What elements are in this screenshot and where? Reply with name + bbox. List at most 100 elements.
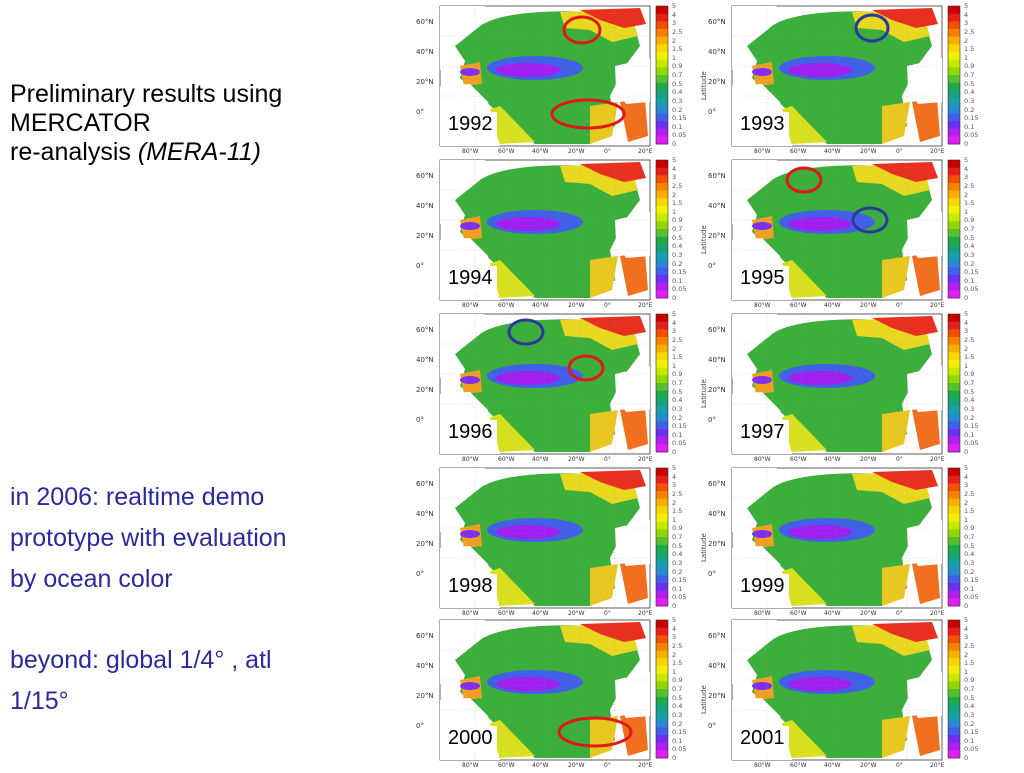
colorbar-tick-label: 4 bbox=[672, 164, 677, 173]
colorbar-tick-label: 1 bbox=[964, 361, 969, 370]
map-panel-2000: 60°N 40°N 20°N 0° 80°W 60°W 40°W 20°W 0° 20°E 5 4 3 2… bbox=[410, 616, 710, 773]
colorbar-segment bbox=[948, 567, 960, 576]
colorbar-segment bbox=[948, 627, 960, 636]
colorbar-tick-label: 0.15 bbox=[672, 576, 687, 585]
colorbar-segment bbox=[948, 52, 960, 61]
colorbar-segment bbox=[948, 337, 960, 346]
colorbar-tick-label: 3 bbox=[672, 633, 677, 642]
colorbar-tick-label: 0.5 bbox=[964, 387, 975, 396]
colorbar-segment bbox=[656, 635, 668, 644]
colorbar-tick-label: 5 bbox=[964, 616, 969, 624]
colorbar-tick-label: 0.2 bbox=[672, 105, 683, 114]
colorbar-segment bbox=[948, 421, 960, 430]
notes-line-5: 1/15° bbox=[10, 687, 69, 715]
colorbar-segment bbox=[948, 198, 960, 207]
colorbar-segment bbox=[656, 575, 668, 584]
colorbar-segment bbox=[656, 213, 668, 222]
colorbar-segment bbox=[656, 6, 668, 15]
colorbar-tick-label: 0.1 bbox=[964, 122, 975, 131]
colorbar-segment bbox=[656, 514, 668, 523]
colorbar-tick-label: 4 bbox=[672, 10, 677, 19]
lon-tick-label: 80°W bbox=[462, 456, 479, 463]
colorbar-tick-label: 5 bbox=[964, 2, 969, 10]
colorbar-segment bbox=[656, 491, 668, 500]
colorbar-segment bbox=[656, 29, 668, 38]
colorbar-segment bbox=[656, 167, 668, 176]
lat-tick-label: 40°N bbox=[416, 48, 434, 56]
lat-tick-label: 60°N bbox=[416, 480, 434, 488]
colorbar-tick-label: 1 bbox=[672, 515, 677, 524]
colorbar-segment bbox=[948, 244, 960, 253]
colorbar-tick-label: 1.5 bbox=[672, 45, 683, 54]
colorbar-segment bbox=[948, 429, 960, 438]
lon-tick-label: 20°E bbox=[638, 302, 653, 309]
colorbar-segment bbox=[656, 360, 668, 369]
colorbar-tick-label: 0.7 bbox=[672, 71, 683, 79]
colorbar-tick-label: 0.15 bbox=[672, 728, 687, 737]
lat-tick-label: 0° bbox=[416, 108, 424, 116]
lon-tick-label: 60°W bbox=[790, 610, 807, 617]
map-panel-1994: 60°N 40°N 20°N 0° 80°W 60°W 40°W 20°W 0° 20°E 5 4 3 2… bbox=[410, 156, 710, 313]
colorbar-segment bbox=[948, 21, 960, 30]
colorbar-tick-label: 0.1 bbox=[672, 276, 683, 285]
colorbar-tick-label: 1 bbox=[964, 667, 969, 676]
colorbar-tick-label: 0.4 bbox=[964, 88, 975, 97]
colorbar-tick-label: 5 bbox=[672, 616, 677, 624]
colorbar-segment bbox=[948, 90, 960, 99]
colorbar-tick-label: 0.1 bbox=[672, 584, 683, 593]
lon-tick-label: 40°W bbox=[532, 148, 549, 155]
colorbar-tick-label: 0 bbox=[672, 602, 677, 610]
colorbar-tick-label: 0.15 bbox=[964, 114, 979, 123]
colorbar-tick-label: 0.05 bbox=[672, 285, 687, 294]
lon-tick-label: 20°E bbox=[930, 148, 945, 155]
colorbar-segment bbox=[948, 666, 960, 675]
lon-tick-label: 60°W bbox=[498, 302, 515, 309]
colorbar-tick-label: 0.1 bbox=[672, 122, 683, 131]
colorbar-tick-label: 5 bbox=[964, 310, 969, 318]
colorbar-segment bbox=[948, 598, 960, 607]
colorbar-tick-label: 2 bbox=[672, 36, 677, 45]
lon-tick-label: 60°W bbox=[790, 762, 807, 769]
lat-tick-label: 0° bbox=[416, 570, 424, 578]
colorbar-segment bbox=[948, 314, 960, 323]
colorbar-tick-label: 2 bbox=[964, 36, 969, 45]
colorbar-segment bbox=[948, 483, 960, 492]
colorbar-tick-label: 0.9 bbox=[964, 62, 975, 71]
colorbar-segment bbox=[948, 620, 960, 629]
colorbar-segment bbox=[656, 521, 668, 530]
colorbar-segment bbox=[656, 689, 668, 698]
intro-line-3: re-analysis (MERA-11) bbox=[10, 138, 282, 167]
lon-tick-label: 60°W bbox=[790, 456, 807, 463]
chlorophyll-map bbox=[731, 159, 961, 301]
colorbar-tick-label: 2 bbox=[672, 498, 677, 507]
colorbar-tick-label: 4 bbox=[964, 10, 969, 19]
panel-year-label: 1994 bbox=[444, 266, 497, 290]
lat-tick-label: 0° bbox=[708, 262, 716, 270]
colorbar-segment bbox=[656, 375, 668, 384]
colorbar-segment bbox=[948, 444, 960, 453]
colorbar-tick-label: 5 bbox=[672, 2, 677, 10]
colorbar-tick-label: 1.5 bbox=[964, 507, 975, 516]
colorbar-segment bbox=[656, 537, 668, 546]
colorbar-segment bbox=[948, 121, 960, 130]
lon-tick-label: 0° bbox=[604, 456, 611, 463]
colorbar-tick-label: 4 bbox=[964, 164, 969, 173]
colorbar-tick-label: 0.15 bbox=[672, 422, 687, 431]
colorbar-segment bbox=[656, 329, 668, 338]
lon-tick-label: 0° bbox=[896, 302, 903, 309]
colorbar-tick-label: 3 bbox=[964, 173, 969, 182]
colorbar-tick-label: 0.05 bbox=[672, 745, 687, 754]
colorbar-tick-label: 0.4 bbox=[672, 550, 683, 559]
lon-tick-label: 80°W bbox=[754, 302, 771, 309]
map-panel-1998: 60°N 40°N 20°N 0° 80°W 60°W 40°W 20°W 0° 20°E 5 4 3 2… bbox=[410, 464, 710, 621]
panel-year-label: 1998 bbox=[444, 574, 497, 598]
lon-tick-label: 60°W bbox=[498, 762, 515, 769]
colorbar-segment bbox=[656, 290, 668, 299]
lon-tick-label: 40°W bbox=[532, 302, 549, 309]
colorbar-segment bbox=[948, 329, 960, 338]
colorbar-tick-label: 0.7 bbox=[672, 379, 683, 387]
colorbar-segment bbox=[948, 406, 960, 415]
colorbar-segment bbox=[656, 406, 668, 415]
colorbar-segment bbox=[948, 590, 960, 599]
panel-year-label: 1992 bbox=[444, 112, 497, 136]
